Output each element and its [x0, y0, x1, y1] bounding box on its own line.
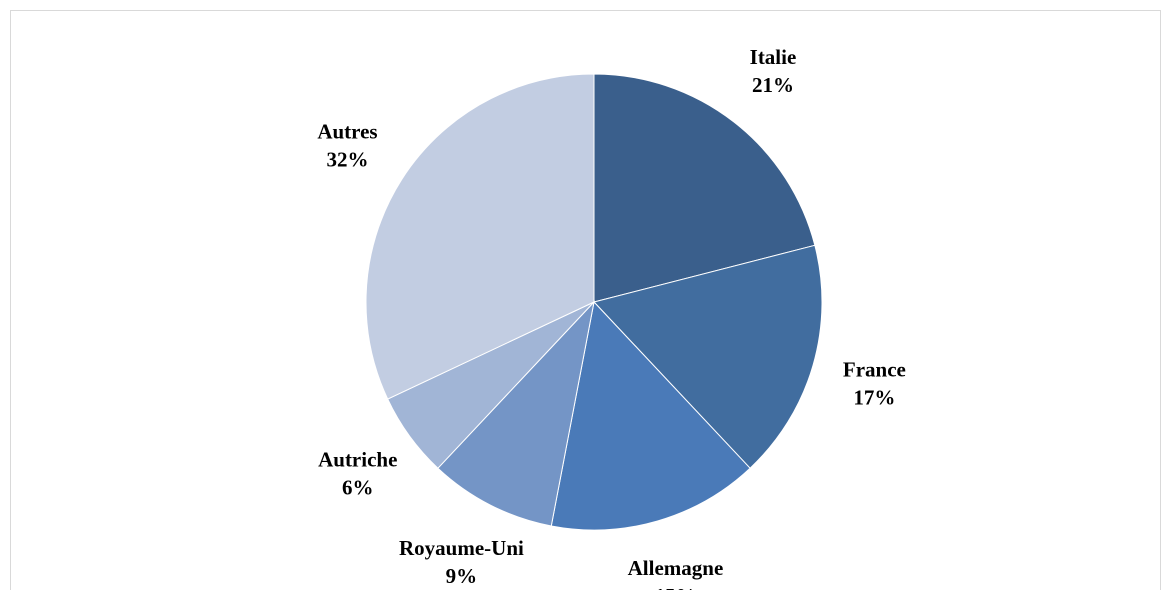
- slice-label: Autriche: [318, 447, 397, 471]
- pie-slice: [365, 73, 595, 400]
- value-label: 21%: [752, 73, 794, 97]
- pie-slice: [550, 300, 751, 531]
- value-label: 9%: [446, 564, 478, 588]
- value-label: 32%: [326, 147, 368, 171]
- value-label: 6%: [342, 475, 374, 499]
- chart-frame: [10, 10, 1161, 590]
- slice-label: France: [843, 357, 906, 381]
- value-label: 17%: [853, 385, 895, 409]
- pie-slice: [437, 300, 595, 527]
- slice-label: Autres: [317, 119, 377, 143]
- slice-label: Allemagne: [628, 556, 724, 580]
- slice-label: Royaume-Uni: [399, 536, 524, 560]
- pie-slice: [593, 244, 823, 469]
- slice-label: Italie: [750, 45, 797, 69]
- pie-slice: [593, 73, 816, 303]
- value-label: 15%: [654, 584, 696, 590]
